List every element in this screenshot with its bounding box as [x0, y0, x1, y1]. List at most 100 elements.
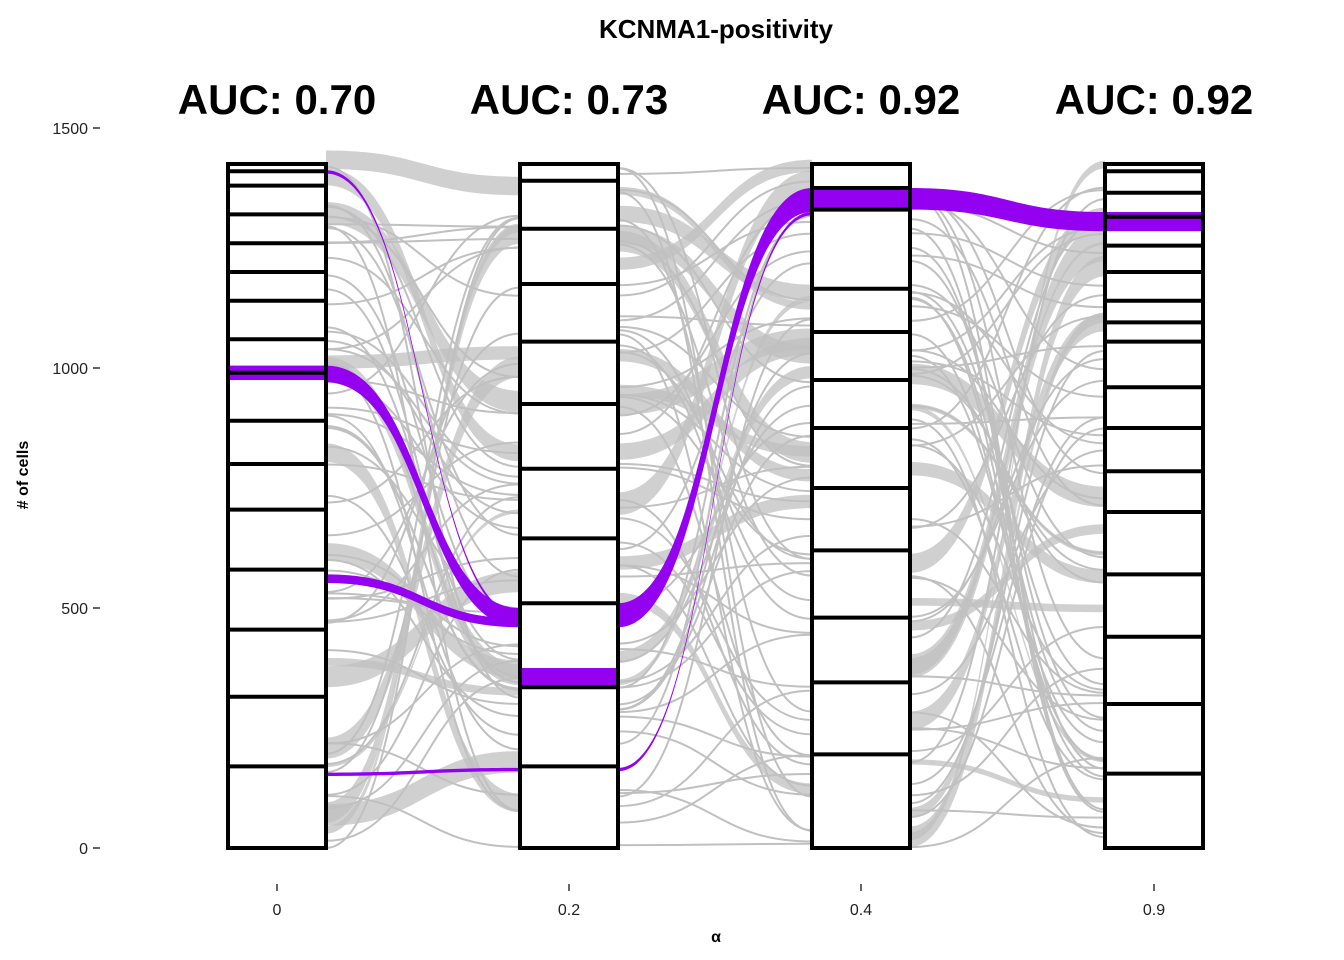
stratum-box — [518, 162, 620, 850]
y-tick-label: 1000 — [52, 361, 88, 378]
flow-line — [909, 701, 1106, 731]
flow-ribbon — [618, 592, 812, 794]
flow-line — [909, 418, 1106, 839]
flow-ribbon — [910, 312, 1105, 818]
flow-ribbon — [326, 168, 520, 462]
y-axis: 0 500 1000 1500 — [52, 121, 100, 858]
flow-line — [617, 788, 813, 843]
highlight-flow — [618, 212, 812, 772]
flow-line — [617, 499, 813, 766]
flow-line — [617, 842, 813, 847]
flow-line — [617, 689, 813, 808]
y-tick-label: 0 — [79, 841, 88, 858]
flow-ribbon — [910, 160, 1105, 841]
flow-line — [909, 675, 1106, 697]
flow-line — [617, 329, 813, 602]
x-tick-label: 0.4 — [850, 902, 872, 919]
stratum-box — [1103, 162, 1205, 850]
flow-line — [617, 730, 813, 796]
chart-title: KCNMA1-positivity — [599, 14, 834, 44]
flow-ribbon — [326, 346, 520, 369]
flow-line — [909, 576, 1106, 721]
highlight-flow — [326, 767, 520, 776]
flow-line — [617, 315, 813, 327]
flow-line — [325, 413, 521, 496]
stratum-box — [810, 162, 912, 850]
flow-line — [617, 534, 813, 683]
flow-ribbon — [618, 205, 812, 301]
highlight-flow — [618, 188, 812, 628]
x-tick-label: 0.2 — [558, 902, 580, 919]
flow-line — [325, 340, 521, 515]
stratum-column — [812, 164, 910, 848]
x-axis: 0 0.2 0.4 0.9 — [273, 884, 1165, 919]
flow-line — [617, 385, 813, 711]
flow-ribbon — [326, 543, 520, 679]
flow-ribbon — [910, 403, 1105, 556]
flow-ribbon — [326, 223, 520, 823]
flow-ribbon — [910, 224, 1105, 675]
flow-ribbon — [326, 658, 520, 696]
flow-line — [325, 256, 521, 415]
highlight-flow — [326, 365, 520, 628]
flow-line — [909, 438, 1106, 781]
flow-line — [909, 294, 1106, 529]
y-tick-label: 1500 — [52, 121, 88, 138]
flow-line — [325, 414, 521, 751]
stratum-column — [1105, 164, 1203, 848]
flow-ribbon — [618, 494, 812, 570]
flow-ribbon — [910, 759, 1105, 803]
flow-line — [909, 711, 1106, 829]
flow-line — [617, 570, 813, 689]
flow-ribbon — [910, 313, 1105, 730]
flow-line — [617, 517, 813, 721]
flow-line — [909, 260, 1106, 719]
flow-ribbon — [910, 405, 1105, 763]
flow-line — [909, 305, 1106, 398]
flow-ribbon — [910, 598, 1105, 613]
flow-ribbon — [326, 443, 520, 813]
flow-line — [909, 575, 1106, 835]
x-tick-label: 0 — [273, 902, 282, 919]
auc-label: AUC: 0.92 — [1055, 76, 1253, 123]
flow-line — [325, 226, 521, 536]
x-tick-label: 0.9 — [1143, 902, 1165, 919]
flow-ribbon — [618, 230, 812, 463]
stratum-column — [520, 164, 618, 848]
flow-line — [909, 727, 1106, 770]
highlight-stratum — [812, 188, 910, 210]
flow-line — [617, 564, 813, 634]
flow-line — [325, 330, 521, 478]
x-axis-title: α — [711, 929, 721, 946]
stratum-box — [226, 162, 328, 850]
flow-line — [909, 427, 1106, 818]
auc-label: AUC: 0.73 — [470, 76, 668, 123]
flow-ribbon — [910, 207, 1105, 573]
flow-line — [617, 541, 813, 736]
y-axis-title: # of cells — [15, 441, 32, 510]
flow-line — [617, 715, 813, 758]
flow-line — [325, 226, 521, 244]
flow-line — [909, 464, 1106, 528]
highlight-flows — [326, 170, 1105, 776]
flow-ribbon — [618, 159, 812, 270]
highlight-flow — [326, 170, 520, 618]
flow-line — [909, 284, 1106, 559]
auc-label: AUC: 0.70 — [178, 76, 376, 123]
flow-line — [325, 794, 521, 848]
highlight-flow — [910, 188, 1105, 232]
flow-line — [909, 625, 1106, 753]
flow-ribbon — [910, 524, 1105, 631]
flow-ribbon — [326, 509, 520, 768]
flow-ribbon — [326, 150, 520, 196]
highlight-stratum — [520, 668, 618, 688]
auc-label: AUC: 0.92 — [762, 76, 960, 123]
highlight-flow — [326, 574, 520, 628]
y-tick-label: 500 — [61, 601, 88, 618]
flow-ribbon — [618, 366, 812, 663]
flow-line — [617, 754, 813, 824]
flow-line — [617, 167, 813, 798]
stratum-column — [228, 164, 326, 848]
flow-ribbon — [910, 255, 1105, 847]
